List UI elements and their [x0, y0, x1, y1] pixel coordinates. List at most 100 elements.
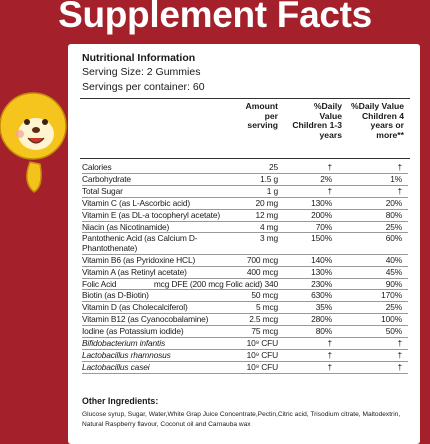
nutrient-row: Vitamin C (as L-Ascorbic acid) 20 mg 130% 2… [82, 198, 408, 210]
amount: 1.5 g [260, 173, 278, 184]
daily-value-4-plus: 80% [385, 209, 402, 220]
panel-heading: Nutritional Information [82, 52, 196, 64]
daily-value-4-plus: 170% [381, 290, 402, 301]
amount: 50 mcg [251, 290, 278, 301]
nutrient-row: Calories 25 † † [82, 162, 408, 174]
nutrient-row: Vitamin B6 (as Pyridoxine HCL) 700 mcg 140… [82, 255, 408, 267]
nutrient-row: Iodine (as Potassium iodide) 75 mcg 80% 50% [82, 326, 408, 339]
nutrient-name: Vitamin D (as Cholecalciferol) [82, 302, 188, 313]
servings-per-container: Servings per container: 60 [82, 81, 205, 93]
daily-value-4-plus: † [397, 162, 402, 172]
nutrient-row: Bifidobacterium infantis 10⁹ CFU † † [82, 338, 408, 350]
daily-value-1-3: † [327, 162, 332, 172]
nutrient-name: Folic Acid [82, 278, 117, 289]
daily-value-4-plus: † [397, 350, 402, 360]
daily-value-4-plus: † [397, 361, 402, 372]
page: {"title":"Supplement Facts", "panel":{ "… [0, 0, 420, 444]
amount: 3 mg [259, 233, 278, 244]
mascot [0, 92, 67, 193]
daily-value-1-3: 140% [311, 254, 332, 265]
amount: 5 mcg [255, 302, 278, 313]
column-header: Amount per serving [245, 101, 278, 130]
daily-value-1-3: † [327, 350, 332, 360]
daily-value-4-plus: 20% [385, 197, 402, 208]
column-header: %Daily Value Children 1-3 years [292, 101, 342, 140]
amount: 2.5 mcg [249, 314, 278, 325]
daily-value-4-plus: 60% [385, 233, 402, 244]
daily-value-4-plus: 25% [385, 221, 402, 232]
column-header: %Daily Value Children 4 years or more** [350, 101, 404, 140]
nutrient-name: Bifidobacterium infantis [82, 338, 165, 349]
nutrient-row: Vitamin D (as Cholecalciferol) 5 mcg 35% 25… [82, 302, 408, 315]
daily-value-4-plus: 90% [385, 278, 402, 289]
daily-value-4-plus: 100% [381, 314, 402, 325]
daily-value-4-plus: 25% [385, 302, 402, 313]
nutrient-row: Vitamin A (as Retinyl acetate) 400 mcg 130… [82, 267, 408, 279]
nutrient-name: Vitamin E (as DL-a tocopheryl acetate) [82, 209, 220, 220]
daily-value-1-3: 200% [311, 209, 332, 220]
daily-value-1-3: † [327, 338, 332, 349]
nutrient-name: Lactobacillus rhamnosus [82, 350, 171, 360]
nutrient-row: Vitamin E (as DL-a tocopheryl acetate) 12… [82, 210, 408, 222]
nutrient-name: Niacin (as Nicotinamide) [82, 221, 170, 232]
nutrient-name: Iodine (as Potassium iodide) [82, 326, 184, 337]
daily-value-1-3: 630% [311, 290, 332, 301]
daily-value-4-plus: 45% [385, 266, 402, 277]
amount: 20 mg [255, 197, 278, 208]
amount: 12 mg [255, 209, 278, 220]
daily-value-1-3: 230% [311, 278, 332, 289]
nutrient-table: Calories 25 † † Carbohydrate 1.5 g 2% 1% Total S… [82, 162, 408, 374]
divider [80, 98, 410, 99]
daily-value-1-3: 150% [311, 233, 332, 244]
amount: 400 mcg [246, 266, 278, 277]
nutrient-row: Pantothenic Acid (as Calcium D-Phantothe… [82, 233, 408, 255]
nutrient-row: Carbohydrate 1.5 g 2% 1% [82, 174, 408, 186]
daily-value-1-3: 130% [311, 266, 332, 277]
ingredients-heading: Other Ingredients: [82, 396, 159, 406]
nutrient-name: Biotin (as D-Biotin) [82, 290, 149, 301]
nutrient-row: Biotin (as D-Biotin) 50 mcg 630% 170% [82, 290, 408, 303]
nutrient-row: Folic Acid 340 mcg DFE (200 mcg Folic aci… [82, 279, 408, 291]
nutrient-row: Lactobacillus rhamnosus 10⁹ CFU † † [82, 350, 408, 362]
title: Supplement Facts [58, 0, 372, 35]
nutrient-row: Lactobacillus casei 10⁹ CFU † † [82, 362, 408, 374]
amount: 700 mcg [246, 254, 278, 265]
daily-value-1-3: 80% [315, 326, 332, 337]
divider [80, 158, 410, 159]
amount: 10⁹ CFU [246, 338, 279, 349]
daily-value-4-plus: † [397, 185, 402, 196]
daily-value-4-plus: 1% [390, 173, 402, 184]
daily-value-1-3: 70% [315, 221, 332, 232]
nutrient-row: Total Sugar 1 g † † [82, 186, 408, 198]
daily-value-4-plus: † [397, 338, 402, 349]
nutrient-name: Vitamin B12 (as Cyanocobalamine) [82, 314, 209, 325]
amount: 4 mg [259, 221, 278, 232]
daily-value-1-3: 2% [320, 173, 332, 184]
daily-value-1-3: 130% [311, 197, 332, 208]
daily-value-1-3: 280% [311, 314, 332, 325]
amount: 10⁹ CFU [246, 350, 279, 360]
nutrient-name: Total Sugar [82, 185, 123, 196]
daily-value-1-3: † [327, 185, 332, 196]
amount: 1 g [266, 185, 278, 196]
daily-value-4-plus: 40% [385, 254, 402, 265]
nutrient-name: Carbohydrate [82, 173, 131, 184]
nutrient-row: Niacin (as Nicotinamide) 4 mg 70% 25% [82, 222, 408, 234]
ingredients-text: Glucose syrup, Sugar, Water,White Grap J… [82, 411, 401, 428]
daily-value-1-3: 35% [315, 302, 332, 313]
amount: 75 mcg [251, 326, 278, 337]
amount: 10⁹ CFU [246, 361, 279, 372]
daily-value-4-plus: 50% [385, 326, 402, 337]
nutrient-name: Vitamin B6 (as Pyridoxine HCL) [82, 254, 196, 265]
nutrient-name: Calories [82, 162, 112, 172]
nutrient-name: Vitamin A (as Retinyl acetate) [82, 266, 187, 277]
column-headers: Amount per serving %Daily Value Children… [82, 101, 408, 154]
nutrient-name: Lactobacillus casei [82, 361, 150, 372]
facts-panel: Nutritional Information Serving Size: 2 … [68, 44, 420, 444]
serving-size: Serving Size: 2 Gummies [82, 66, 201, 78]
nutrient-row: Vitamin B12 (as Cyanocobalamine) 2.5 mcg 2… [82, 314, 408, 327]
daily-value-1-3: † [327, 361, 332, 372]
nutrient-name: Vitamin C (as L-Ascorbic acid) [82, 197, 190, 208]
amount: 340 mcg DFE (200 mcg Folic acid) [153, 278, 278, 289]
amount: 25 [268, 162, 278, 172]
